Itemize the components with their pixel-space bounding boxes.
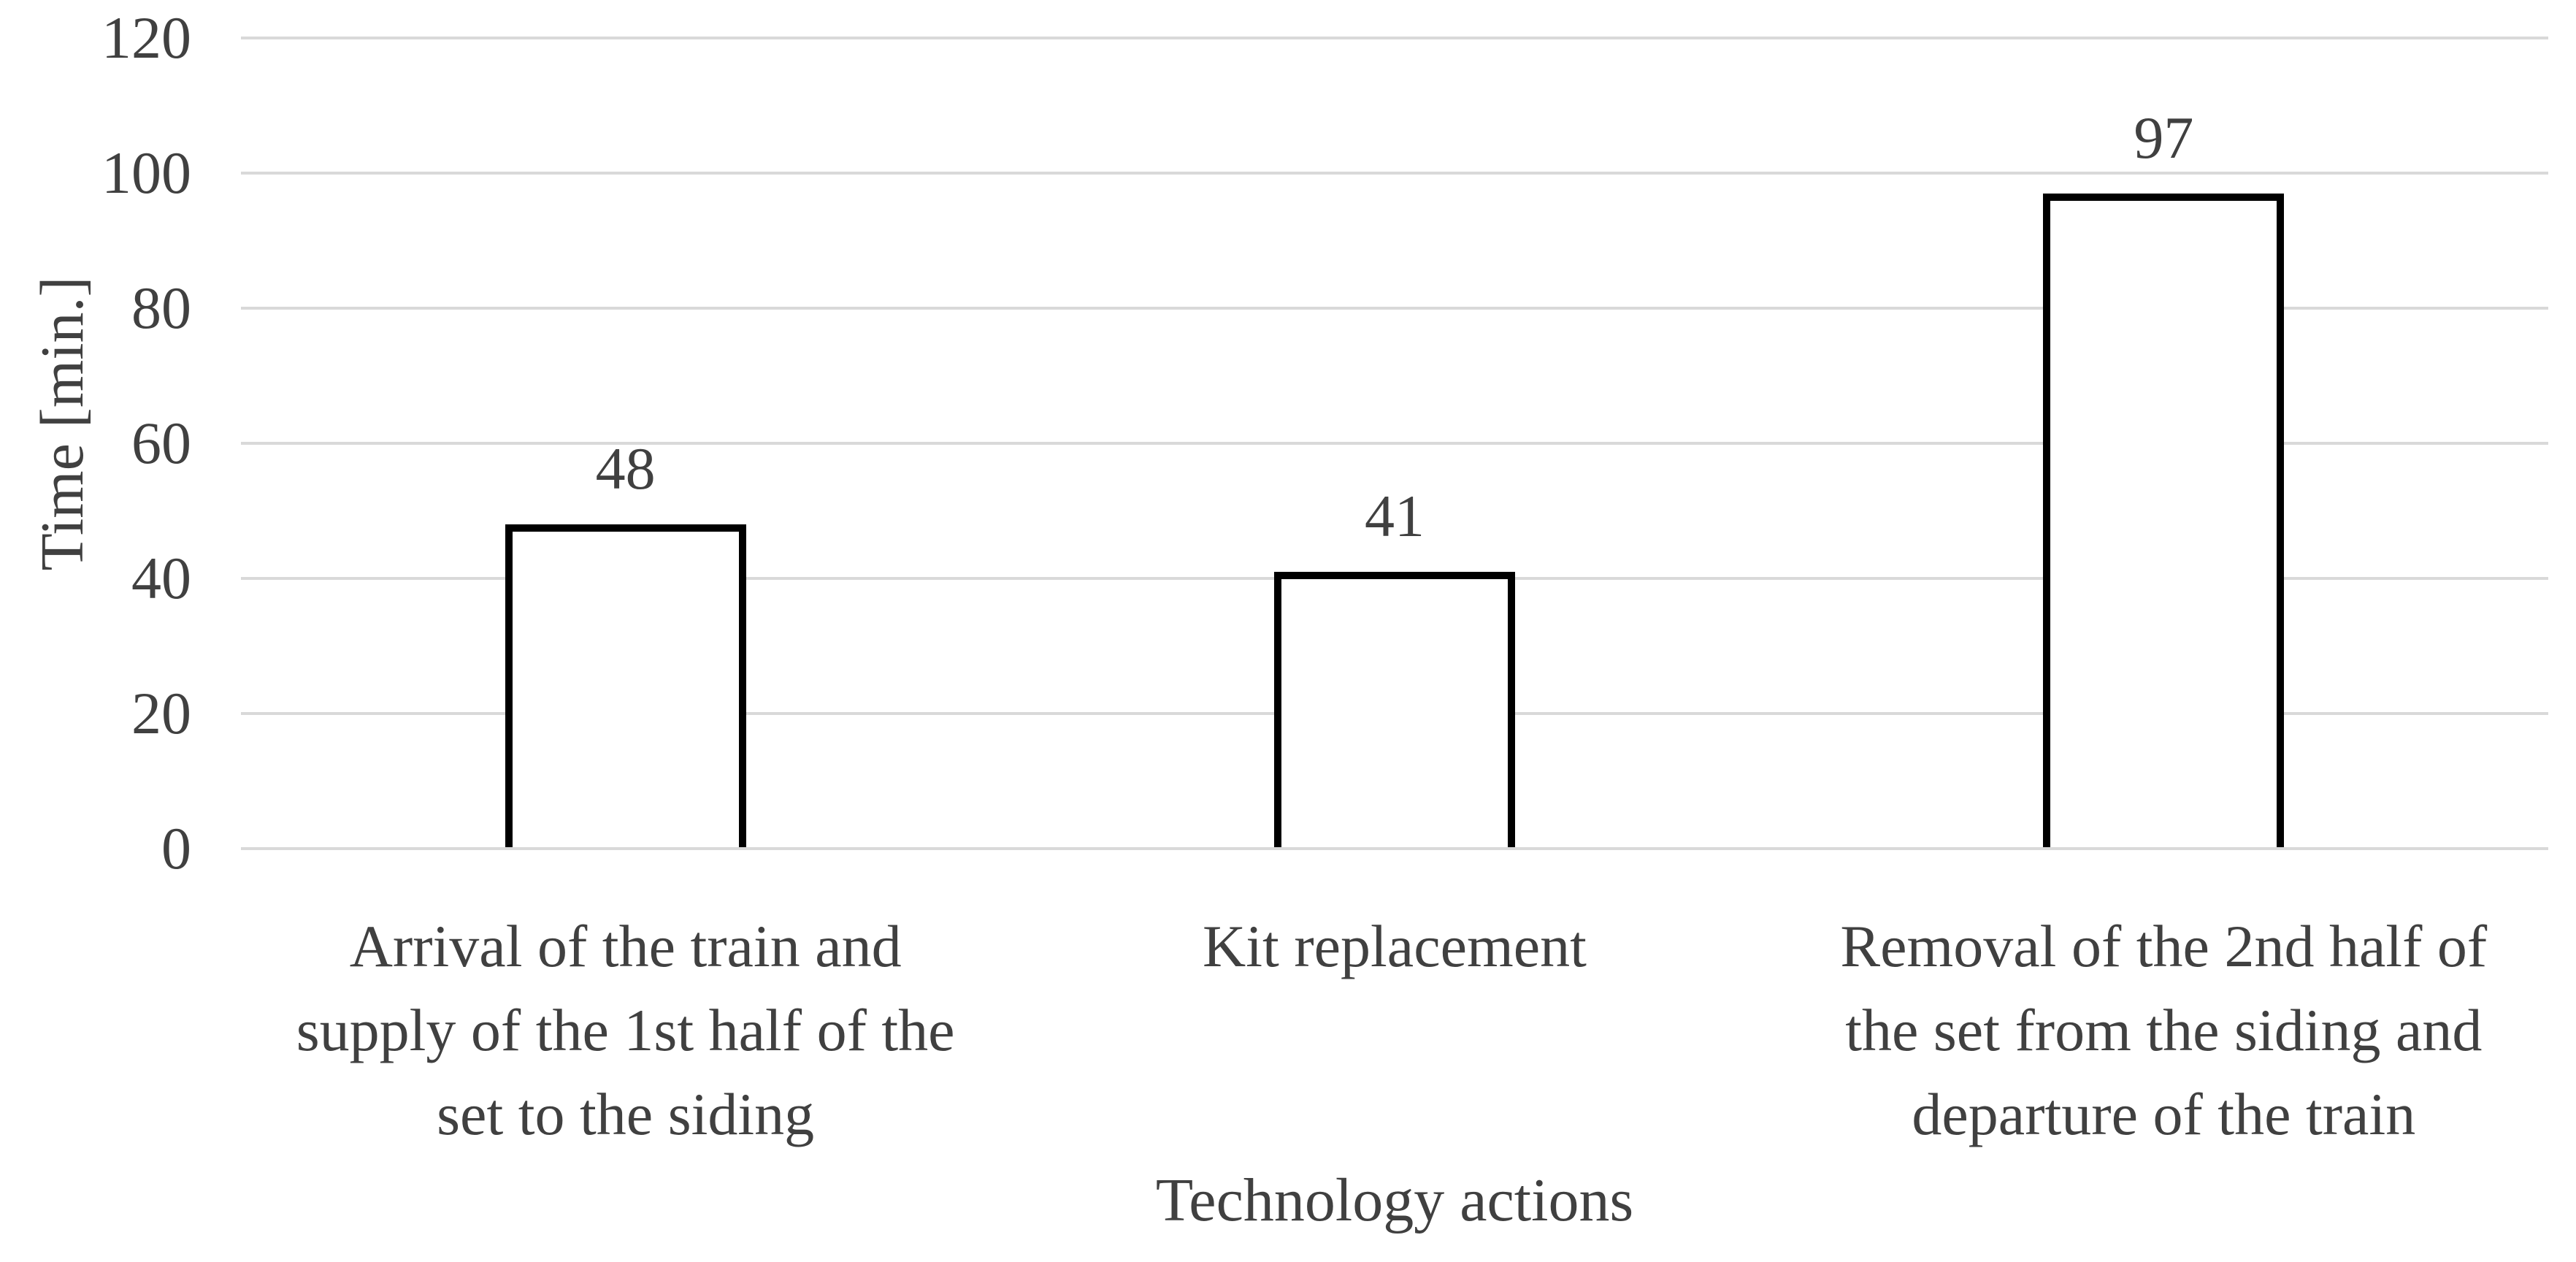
y-tick-label: 120 — [101, 4, 191, 71]
gridline — [241, 307, 2548, 310]
gridline — [241, 847, 2548, 850]
gridline — [241, 37, 2548, 39]
x-category-label-line: supply of the 1st half of the — [296, 997, 955, 1063]
x-axis-title: Technology actions — [1155, 1166, 1634, 1234]
x-category-label: Arrival of the train and supply of the 1s… — [224, 904, 1027, 1156]
x-category-label: Kit replacement — [993, 904, 1796, 988]
x-category-label-line: Arrival of the train and — [349, 913, 902, 979]
x-category-label-line: the set from the siding and — [1845, 997, 2483, 1063]
bar-value-label: 97 — [2134, 104, 2194, 171]
bar-value-label: 41 — [1365, 482, 1425, 549]
bar-value-label: 48 — [595, 435, 656, 502]
y-tick-label: 20 — [131, 680, 191, 746]
y-tick-label: 40 — [131, 545, 191, 611]
x-category-label: Removal of the 2nd half of the set from t… — [1762, 904, 2565, 1156]
y-tick-label: 100 — [101, 139, 191, 206]
x-category-label-line: Kit replacement — [1203, 913, 1587, 979]
x-category-label-line: Removal of the 2nd half of — [1840, 913, 2488, 979]
gridline — [241, 442, 2548, 445]
y-tick-label: 60 — [131, 410, 191, 476]
bar — [2043, 193, 2285, 849]
bar — [505, 524, 746, 849]
gridline — [241, 172, 2548, 175]
bar — [1274, 571, 1515, 849]
y-tick-label: 80 — [131, 275, 191, 341]
x-category-label-line: departure of the train — [1912, 1081, 2416, 1147]
y-tick-label: 0 — [161, 815, 191, 882]
x-category-label-line: set to the siding — [437, 1081, 815, 1147]
